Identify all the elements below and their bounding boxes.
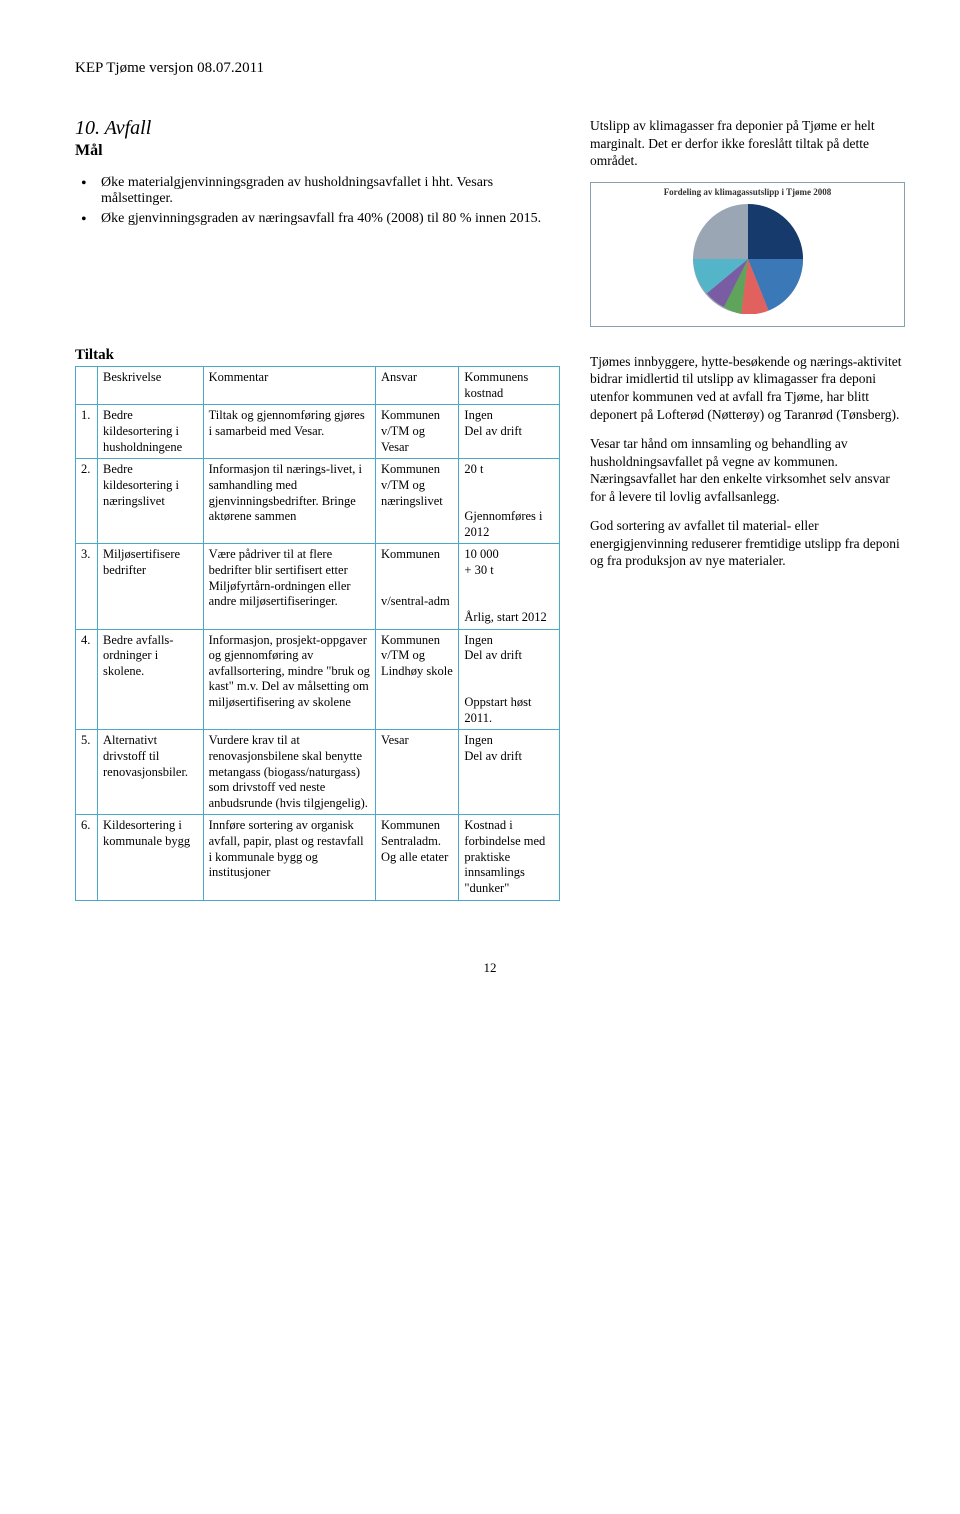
cell-beskrivelse: Bedre avfalls-ordninger i skolene.: [98, 629, 204, 730]
top-columns: 10. Avfall Mål Øke materialgjenvinningsg…: [75, 117, 905, 327]
cell-kostnad: 20 tGjennomføres i 2012: [459, 459, 560, 544]
cell-kommentar: Være pådriver til at flere bedrifter bli…: [203, 544, 375, 629]
tiltak-table: Beskrivelse Kommentar Ansvar Kommunens k…: [75, 366, 560, 900]
cell-kommentar: Informasjon, prosjekt-oppgaver og gjenno…: [203, 629, 375, 730]
cell-num: 1.: [76, 405, 98, 459]
th-kostnad: Kommunens kostnad: [459, 367, 560, 405]
cell-ansvar: Kommunen v/TM og Vesar: [375, 405, 458, 459]
right-paragraph: Vesar tar hånd om innsamling og behandli…: [590, 435, 905, 505]
pie-chart: Fordeling av klimagassutslipp i Tjøme 20…: [590, 182, 905, 327]
cell-ansvar: Kommunen v/TM og Lindhøy skole: [375, 629, 458, 730]
mal-heading: Mål: [75, 142, 560, 160]
goal-bullet: Øke gjenvinningsgraden av næringsavfall …: [81, 211, 560, 227]
table-row: 4. Bedre avfalls-ordninger i skolene. In…: [76, 629, 560, 730]
pie-chart-svg: [693, 204, 803, 314]
cell-beskrivelse: Kildesortering i kommunale bygg: [98, 815, 204, 900]
cell-kommentar: Innføre sortering av organisk avfall, pa…: [203, 815, 375, 900]
cell-num: 4.: [76, 629, 98, 730]
table-row: 1. Bedre kildesortering i husholdningene…: [76, 405, 560, 459]
table-header-row: Beskrivelse Kommentar Ansvar Kommunens k…: [76, 367, 560, 405]
cell-kostnad: Kostnad i forbindelse med praktiske inns…: [459, 815, 560, 900]
table-row: 3. Miljøsertifisere bedrifter Være pådri…: [76, 544, 560, 629]
cell-kostnad: 10 000+ 30 tÅrlig, start 2012: [459, 544, 560, 629]
cell-kommentar: Tiltak og gjennomføring gjøres i samarbe…: [203, 405, 375, 459]
left-column-top: 10. Avfall Mål Øke materialgjenvinningsg…: [75, 117, 560, 245]
cell-kommentar: Informasjon til nærings-livet, i samhand…: [203, 459, 375, 544]
th-ansvar: Ansvar: [375, 367, 458, 405]
page-number: 12: [75, 961, 905, 976]
table-row: 6. Kildesortering i kommunale bygg Innfø…: [76, 815, 560, 900]
cell-kostnad: IngenDel av drift: [459, 730, 560, 815]
cell-ansvar: Kommunen Sentraladm. Og alle etater: [375, 815, 458, 900]
document-header: KEP Tjøme versjon 08.07.2011: [75, 60, 905, 77]
cell-beskrivelse: Alternativt drivstoff til renovasjonsbil…: [98, 730, 204, 815]
th-beskrivelse: Beskrivelse: [98, 367, 204, 405]
cell-kostnad: IngenDel av drift: [459, 405, 560, 459]
goal-bullets: Øke materialgjenvinningsgraden av hushol…: [75, 175, 560, 227]
intro-paragraph: Utslipp av klimagasser fra deponier på T…: [590, 117, 905, 170]
cell-beskrivelse: Bedre kildesortering i næringslivet: [98, 459, 204, 544]
table-row: 5. Alternativt drivstoff til renovasjons…: [76, 730, 560, 815]
right-column-main: Tjømes innbyggere, hytte-besøkende og næ…: [590, 331, 905, 582]
main-columns: Tiltak Beskrivelse Kommentar Ansvar Komm…: [75, 331, 905, 901]
th-kommentar: Kommentar: [203, 367, 375, 405]
cell-ansvar: Kommunenv/sentral-adm: [375, 544, 458, 629]
pie-chart-title: Fordeling av klimagassutslipp i Tjøme 20…: [591, 187, 904, 199]
right-paragraph: Tjømes innbyggere, hytte-besøkende og næ…: [590, 353, 905, 423]
cell-num: 3.: [76, 544, 98, 629]
section-title: 10. Avfall: [75, 117, 560, 140]
right-paragraph: God sortering av avfallet til material- …: [590, 517, 905, 570]
left-column-main: Tiltak Beskrivelse Kommentar Ansvar Komm…: [75, 331, 560, 901]
right-column-top: Utslipp av klimagasser fra deponier på T…: [590, 117, 905, 327]
cell-ansvar: Vesar: [375, 730, 458, 815]
cell-kostnad: IngenDel av driftOppstart høst 2011.: [459, 629, 560, 730]
cell-beskrivelse: Bedre kildesortering i husholdningene: [98, 405, 204, 459]
cell-kommentar: Vurdere krav til at renovasjonsbilene sk…: [203, 730, 375, 815]
cell-ansvar: Kommunen v/TM og næringslivet: [375, 459, 458, 544]
th-num: [76, 367, 98, 405]
cell-num: 2.: [76, 459, 98, 544]
cell-beskrivelse: Miljøsertifisere bedrifter: [98, 544, 204, 629]
tiltak-heading: Tiltak: [75, 347, 560, 364]
table-row: 2. Bedre kildesortering i næringslivet I…: [76, 459, 560, 544]
goal-bullet: Øke materialgjenvinningsgraden av hushol…: [81, 175, 560, 207]
cell-num: 6.: [76, 815, 98, 900]
cell-num: 5.: [76, 730, 98, 815]
